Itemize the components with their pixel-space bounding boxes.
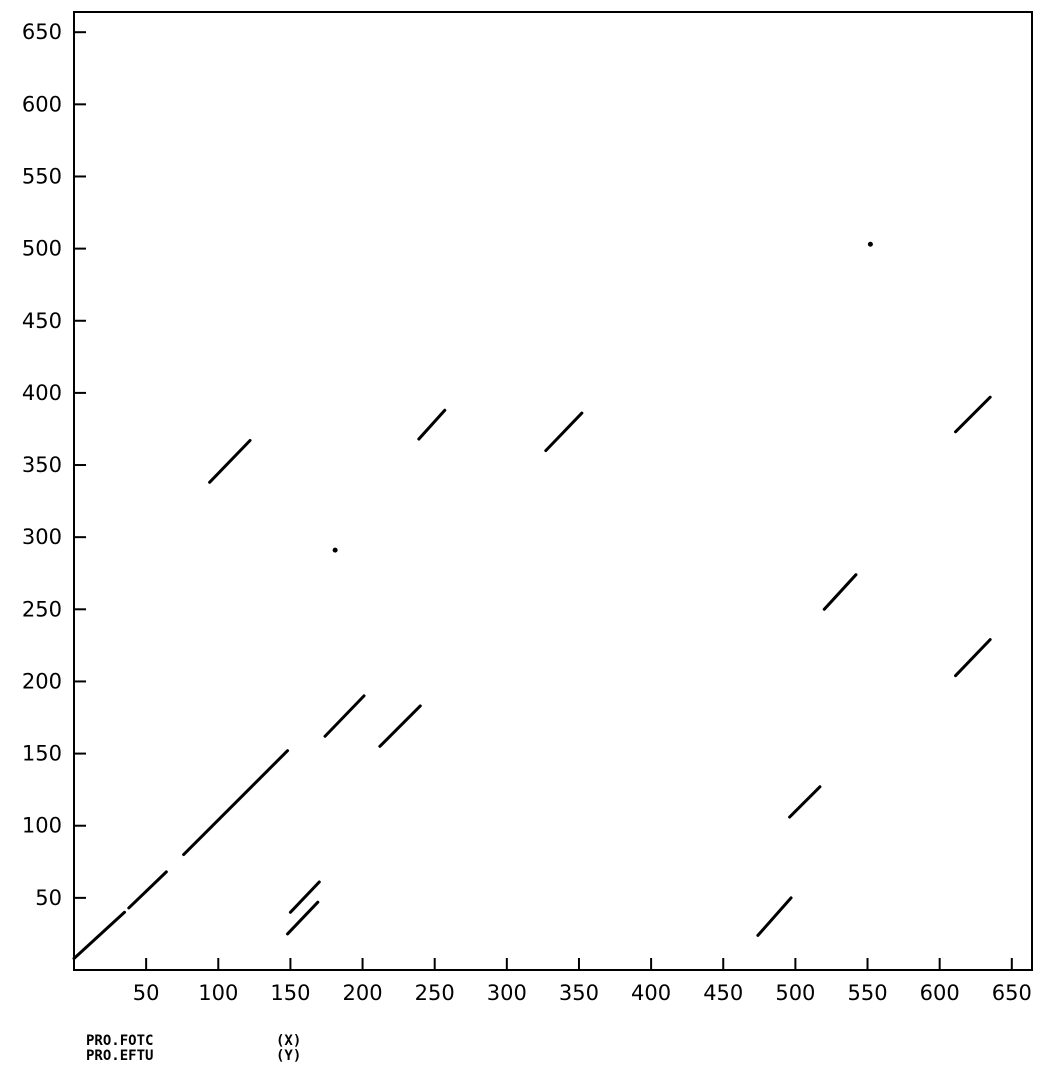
x-tick-label: 500	[775, 981, 815, 1005]
x-tick-label: 100	[198, 981, 238, 1005]
x-tick-label: 250	[415, 981, 455, 1005]
y-tick-label: 150	[22, 742, 62, 766]
y-tick-label: 600	[22, 92, 62, 116]
match-segment	[127, 870, 168, 910]
x-axis-tick-labels: 50 100 150 200 250 300 350 400 450 500 550 600 650	[133, 981, 1032, 1005]
x-tick-label: 550	[847, 981, 887, 1005]
match-segment	[378, 704, 422, 748]
y-axis-tick-labels: 50 100 150 200 250 300 350 400 450 500 550 600 650	[22, 20, 62, 910]
y-axis-ticks	[74, 31, 86, 899]
y-tick-label: 650	[22, 20, 62, 44]
match-points	[332, 241, 873, 553]
match-segment	[208, 439, 252, 484]
plot-frame	[73, 11, 1033, 971]
x-tick-label: 400	[631, 981, 671, 1005]
match-segment	[954, 638, 992, 678]
x-axis-label: PRO.FOTC	[86, 1033, 154, 1049]
y-axis-marker: (Y)	[276, 1048, 302, 1064]
match-segment	[182, 749, 290, 857]
match-segment	[417, 408, 447, 441]
y-tick-label: 100	[22, 814, 62, 838]
x-tick-label: 600	[920, 981, 960, 1005]
match-point	[332, 547, 338, 553]
x-axis-ticks	[145, 958, 1013, 970]
match-segment	[544, 411, 584, 453]
x-axis-caption: PRO.FOTC (X)	[86, 1034, 301, 1049]
y-tick-label: 300	[22, 525, 62, 549]
match-segment	[286, 900, 320, 936]
y-tick-label: 450	[22, 309, 62, 333]
x-tick-label: 200	[343, 981, 383, 1005]
y-tick-label: 250	[22, 597, 62, 621]
x-tick-label: 350	[559, 981, 599, 1005]
match-segment	[323, 694, 366, 738]
y-axis-caption: PRO.EFTU (Y)	[86, 1049, 301, 1064]
y-axis-label: PRO.EFTU	[86, 1048, 154, 1064]
match-segment	[788, 785, 822, 819]
y-tick-label: 500	[22, 237, 62, 261]
match-segments	[72, 395, 992, 960]
match-segment	[822, 573, 858, 611]
x-tick-label: 50	[133, 981, 160, 1005]
match-segment	[288, 880, 321, 914]
x-tick-label: 650	[992, 981, 1032, 1005]
match-segment	[954, 395, 992, 434]
y-tick-label: 50	[35, 886, 62, 910]
y-tick-label: 400	[22, 381, 62, 405]
x-tick-label: 150	[270, 981, 310, 1005]
x-axis-marker: (X)	[276, 1033, 302, 1049]
match-point	[867, 241, 873, 247]
y-tick-label: 550	[22, 164, 62, 188]
x-tick-label: 450	[703, 981, 743, 1005]
match-segment	[756, 896, 793, 937]
x-tick-label: 300	[487, 981, 527, 1005]
y-tick-label: 350	[22, 453, 62, 477]
y-tick-label: 200	[22, 669, 62, 693]
match-segment	[72, 910, 126, 960]
